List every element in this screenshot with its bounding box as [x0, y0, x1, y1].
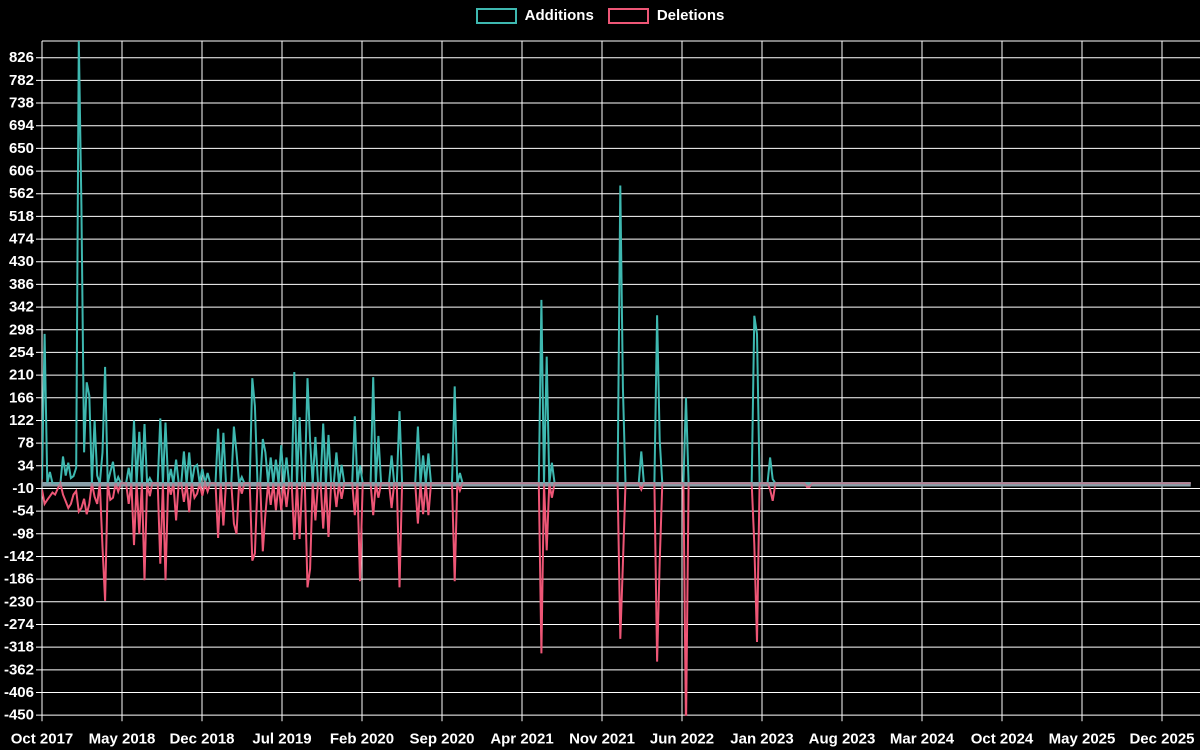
x-tick-label: Aug 2023 — [809, 731, 876, 748]
y-tick-label: 210 — [9, 367, 34, 384]
y-tick-label: -318 — [4, 639, 34, 656]
x-tick-label: May 2018 — [89, 731, 156, 748]
additions-legend-label: Additions — [524, 7, 594, 24]
y-tick-label: 826 — [9, 49, 34, 66]
x-tick-label: Dec 2018 — [169, 731, 234, 748]
y-tick-label: 474 — [9, 231, 35, 248]
x-tick-label: Sep 2020 — [409, 731, 474, 748]
y-tick-label: 562 — [9, 185, 34, 202]
y-tick-label: 166 — [9, 389, 34, 406]
y-tick-label: -54 — [12, 503, 34, 520]
x-tick-label: Oct 2024 — [971, 731, 1034, 748]
y-tick-label: 606 — [9, 163, 34, 180]
x-tick-label: May 2025 — [1049, 731, 1116, 748]
y-tick-label: 78 — [17, 435, 34, 452]
y-tick-label: -274 — [4, 616, 35, 633]
x-tick-label: Mar 2024 — [890, 731, 955, 748]
y-tick-label: -450 — [4, 707, 34, 724]
y-tick-label: 738 — [9, 95, 34, 112]
y-tick-label: 650 — [9, 140, 34, 157]
v-gridlines — [41, 41, 1163, 722]
deletions-swatch-icon — [607, 8, 649, 24]
x-tick-label: Dec 2025 — [1129, 731, 1194, 748]
y-tick-label: 782 — [9, 72, 34, 89]
deletions-legend-label: Deletions — [656, 7, 725, 24]
y-tick-label: 430 — [9, 253, 34, 270]
x-tick-label: Apr 2021 — [490, 731, 553, 748]
chart-legend: Additions Deletions — [0, 7, 1200, 25]
legend-item-additions[interactable]: Additions — [475, 7, 594, 25]
x-tick-label: Jan 2023 — [730, 731, 793, 748]
y-tick-label: -186 — [4, 571, 34, 588]
y-tick-label: 298 — [9, 321, 34, 338]
x-tick-label: Nov 2021 — [569, 731, 635, 748]
x-tick-label: Jul 2019 — [252, 731, 311, 748]
y-tick-label: -142 — [4, 548, 34, 565]
y-tick-label: 694 — [9, 117, 35, 134]
y-tick-label: 122 — [9, 412, 34, 429]
x-tick-label: Oct 2017 — [11, 731, 74, 748]
x-axis-labels: Oct 2017 May 2018 Dec 2018 Jul 2019 Feb 2020… — [11, 731, 1195, 748]
y-tick-label: 386 — [9, 276, 34, 293]
y-tick-label: -230 — [4, 593, 34, 610]
y-tick-label: 518 — [9, 208, 34, 225]
x-tick-label: Jun 2022 — [650, 731, 714, 748]
y-tick-label: -406 — [4, 684, 34, 701]
x-tick-label: Feb 2020 — [330, 731, 394, 748]
y-tick-label: -10 — [12, 480, 34, 497]
additions-swatch-icon — [475, 8, 517, 24]
y-tick-label: -98 — [12, 525, 34, 542]
y-tick-label: 34 — [17, 457, 34, 474]
legend-item-deletions[interactable]: Deletions — [607, 7, 725, 25]
y-tick-label: 254 — [9, 344, 35, 361]
y-tick-label: -362 — [4, 661, 34, 678]
y-tick-label: 342 — [9, 299, 34, 316]
y-axis-labels: 826 782 738 694 650 606 562 518 474 430 386 342 298 2… — [4, 49, 35, 723]
